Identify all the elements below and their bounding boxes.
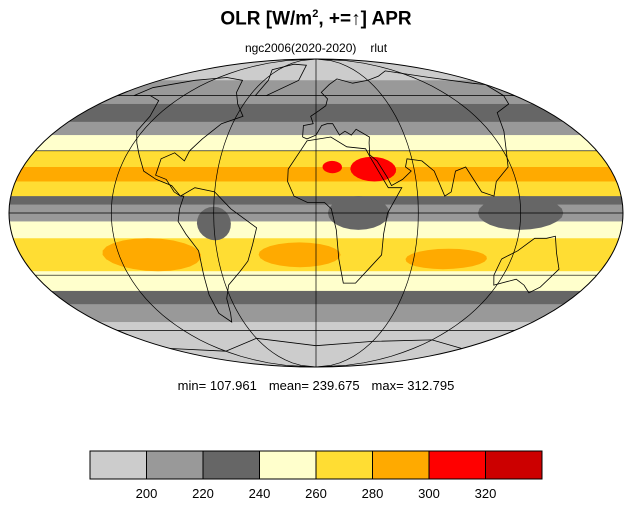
- colorbar-label: 260: [305, 486, 327, 501]
- colorbar-label: 220: [192, 486, 214, 501]
- colorbar-swatch: [202, 450, 260, 480]
- colorbar-swatch: [259, 450, 317, 480]
- map-subtitle: ngc2006(2020-2020) rlut: [0, 41, 632, 55]
- olr-anomaly-region: [350, 156, 397, 182]
- colorbar-swatch: [146, 450, 204, 480]
- map-title: OLR [W/m2, +=↑] APR: [220, 8, 412, 30]
- up-arrow-icon: ↑: [351, 8, 361, 30]
- case-label: ngc2006(2020-2020): [244, 41, 357, 55]
- colorbar-swatch: [428, 450, 486, 480]
- field-statistics: min= 107.961 mean= 239.675 max= 312.795: [0, 378, 632, 393]
- coastline-greenland: [254, 63, 308, 96]
- coastline-north-america: [133, 77, 244, 197]
- coastline-south-america: [177, 187, 258, 323]
- colorbar-label: 240: [249, 486, 271, 501]
- colorbar-label: 300: [418, 486, 440, 501]
- variable-label: rlut: [370, 41, 388, 55]
- map-border: [8, 58, 624, 368]
- olr-anomaly-region: [102, 238, 202, 272]
- colorbar-swatch: [89, 450, 147, 480]
- mean-value: mean= 239.675: [268, 378, 360, 393]
- colorbar-swatch: [485, 450, 543, 480]
- coastline-europe-asia: [302, 70, 510, 197]
- colorbar-swatch: [315, 450, 373, 480]
- coastline-africa: [287, 136, 403, 284]
- min-value: min= 107.961: [177, 378, 257, 393]
- colorbar-label: 320: [475, 486, 497, 501]
- olr-anomaly-region: [322, 160, 342, 174]
- graticule: [9, 59, 623, 367]
- colorbar-swatch: [372, 450, 430, 480]
- colorbar-label: 280: [362, 486, 384, 501]
- colorbar-label: 200: [136, 486, 158, 501]
- max-value: max= 312.795: [371, 378, 455, 393]
- olr-anomaly-region: [405, 248, 487, 270]
- olr-anomaly-region: [258, 242, 341, 268]
